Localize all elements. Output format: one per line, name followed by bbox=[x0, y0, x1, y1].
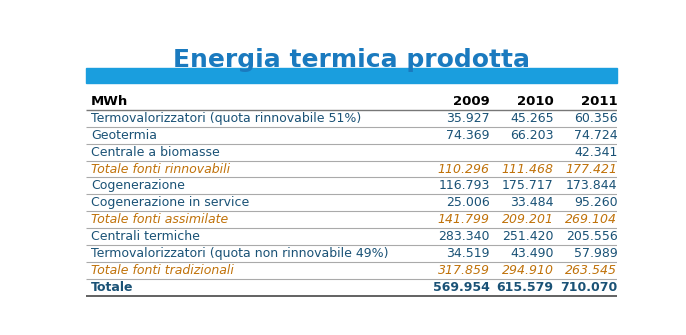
Text: 74.724: 74.724 bbox=[573, 129, 617, 142]
Text: 33.484: 33.484 bbox=[510, 196, 554, 209]
Text: 57.989: 57.989 bbox=[573, 247, 617, 260]
Text: 60.356: 60.356 bbox=[573, 112, 617, 125]
Text: 209.201: 209.201 bbox=[501, 213, 554, 226]
Text: 25.006: 25.006 bbox=[446, 196, 490, 209]
Text: Geotermia: Geotermia bbox=[91, 129, 157, 142]
Text: 141.799: 141.799 bbox=[438, 213, 490, 226]
Text: 45.265: 45.265 bbox=[510, 112, 554, 125]
Text: 283.340: 283.340 bbox=[438, 230, 490, 243]
Text: 205.556: 205.556 bbox=[566, 230, 617, 243]
Text: 175.717: 175.717 bbox=[502, 179, 554, 192]
Text: MWh: MWh bbox=[91, 95, 128, 108]
Text: 269.104: 269.104 bbox=[565, 213, 617, 226]
Text: Termovalorizzatori (quota rinnovabile 51%): Termovalorizzatori (quota rinnovabile 51… bbox=[91, 112, 362, 125]
Text: Centrale a biomasse: Centrale a biomasse bbox=[91, 146, 220, 159]
Text: Centrali termiche: Centrali termiche bbox=[91, 230, 200, 243]
Text: 34.519: 34.519 bbox=[447, 247, 490, 260]
Text: Cogenerazione in service: Cogenerazione in service bbox=[91, 196, 249, 209]
Text: 615.579: 615.579 bbox=[497, 281, 554, 294]
Text: 173.844: 173.844 bbox=[566, 179, 617, 192]
Text: 43.490: 43.490 bbox=[510, 247, 554, 260]
Text: 2011: 2011 bbox=[581, 95, 617, 108]
Text: Energia termica prodotta: Energia termica prodotta bbox=[173, 48, 530, 72]
Text: Termovalorizzatori (quota non rinnovabile 49%): Termovalorizzatori (quota non rinnovabil… bbox=[91, 247, 388, 260]
Text: 95.260: 95.260 bbox=[573, 196, 617, 209]
Text: 263.545: 263.545 bbox=[565, 264, 617, 277]
Text: 294.910: 294.910 bbox=[501, 264, 554, 277]
Text: 569.954: 569.954 bbox=[433, 281, 490, 294]
Text: Totale fonti tradizionali: Totale fonti tradizionali bbox=[91, 264, 234, 277]
Text: 710.070: 710.070 bbox=[560, 281, 617, 294]
Text: 177.421: 177.421 bbox=[565, 162, 617, 176]
Text: 74.369: 74.369 bbox=[447, 129, 490, 142]
Text: 116.793: 116.793 bbox=[438, 179, 490, 192]
Text: 35.927: 35.927 bbox=[446, 112, 490, 125]
Text: Totale fonti rinnovabili: Totale fonti rinnovabili bbox=[91, 162, 230, 176]
Text: Cogenerazione: Cogenerazione bbox=[91, 179, 185, 192]
Text: 2009: 2009 bbox=[453, 95, 490, 108]
Text: 42.341: 42.341 bbox=[574, 146, 617, 159]
Text: 66.203: 66.203 bbox=[510, 129, 554, 142]
Text: Totale: Totale bbox=[91, 281, 134, 294]
Text: 317.859: 317.859 bbox=[438, 264, 490, 277]
Text: 251.420: 251.420 bbox=[502, 230, 554, 243]
Text: 110.296: 110.296 bbox=[438, 162, 490, 176]
Text: Totale fonti assimilate: Totale fonti assimilate bbox=[91, 213, 228, 226]
Text: 111.468: 111.468 bbox=[501, 162, 554, 176]
Text: 2010: 2010 bbox=[517, 95, 554, 108]
FancyBboxPatch shape bbox=[86, 68, 617, 83]
